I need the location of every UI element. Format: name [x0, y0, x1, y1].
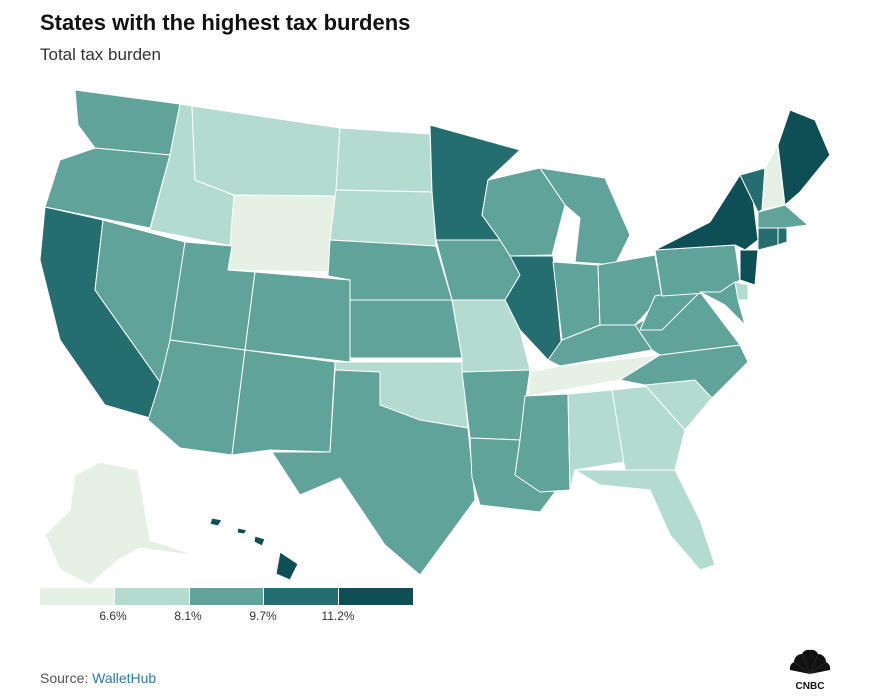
- source-link[interactable]: WalletHub: [92, 670, 157, 686]
- state-fl[interactable]: [574, 469, 716, 571]
- state-co[interactable]: [244, 271, 351, 363]
- state-mt[interactable]: [191, 105, 341, 197]
- legend-bin-4: [264, 588, 340, 605]
- legend-bin-1: [40, 588, 115, 605]
- map-subtitle: Total tax burden: [40, 45, 161, 64]
- state-wy[interactable]: [227, 194, 337, 273]
- state-me[interactable]: [777, 109, 831, 206]
- legend-bin-5: [339, 588, 413, 605]
- state-ms[interactable]: [514, 393, 571, 493]
- state-ga[interactable]: [611, 385, 686, 471]
- map-title: States with the highest tax burdens: [40, 10, 411, 35]
- state-md[interactable]: [699, 281, 746, 326]
- state-wa[interactable]: [74, 89, 181, 156]
- state-hi[interactable]: [209, 517, 299, 581]
- state-sd[interactable]: [329, 189, 437, 247]
- legend-tick-2: 8.1%: [174, 609, 202, 623]
- color-legend: 6.6% 8.1% 9.7% 11.2%: [40, 588, 413, 632]
- source-label: Source:: [40, 670, 93, 686]
- state-nd[interactable]: [335, 127, 433, 193]
- state-or[interactable]: [44, 147, 171, 229]
- legend-tick-3: 9.7%: [249, 609, 277, 623]
- state-ak[interactable]: [44, 461, 196, 586]
- legend-bin-2: [114, 588, 190, 605]
- logo-text: CNBC: [796, 681, 825, 692]
- state-tx[interactable]: [271, 369, 476, 576]
- state-nm[interactable]: [231, 349, 336, 456]
- state-ar[interactable]: [461, 369, 531, 441]
- state-ks[interactable]: [349, 299, 463, 359]
- state-ny[interactable]: [654, 174, 759, 251]
- source-line: Source: WalletHub: [40, 670, 156, 686]
- state-mi[interactable]: [539, 167, 631, 266]
- us-map: [0, 80, 893, 590]
- legend-bin-3: [189, 588, 265, 605]
- legend-tick-1: 6.6%: [99, 609, 127, 623]
- legend-tick-4: 11.2%: [321, 609, 355, 623]
- state-ri[interactable]: [777, 227, 788, 246]
- state-ct[interactable]: [757, 227, 779, 251]
- state-al[interactable]: [567, 389, 626, 491]
- state-nj[interactable]: [739, 249, 759, 286]
- state-ma[interactable]: [757, 204, 809, 229]
- cnbc-logo: CNBC: [785, 648, 835, 692]
